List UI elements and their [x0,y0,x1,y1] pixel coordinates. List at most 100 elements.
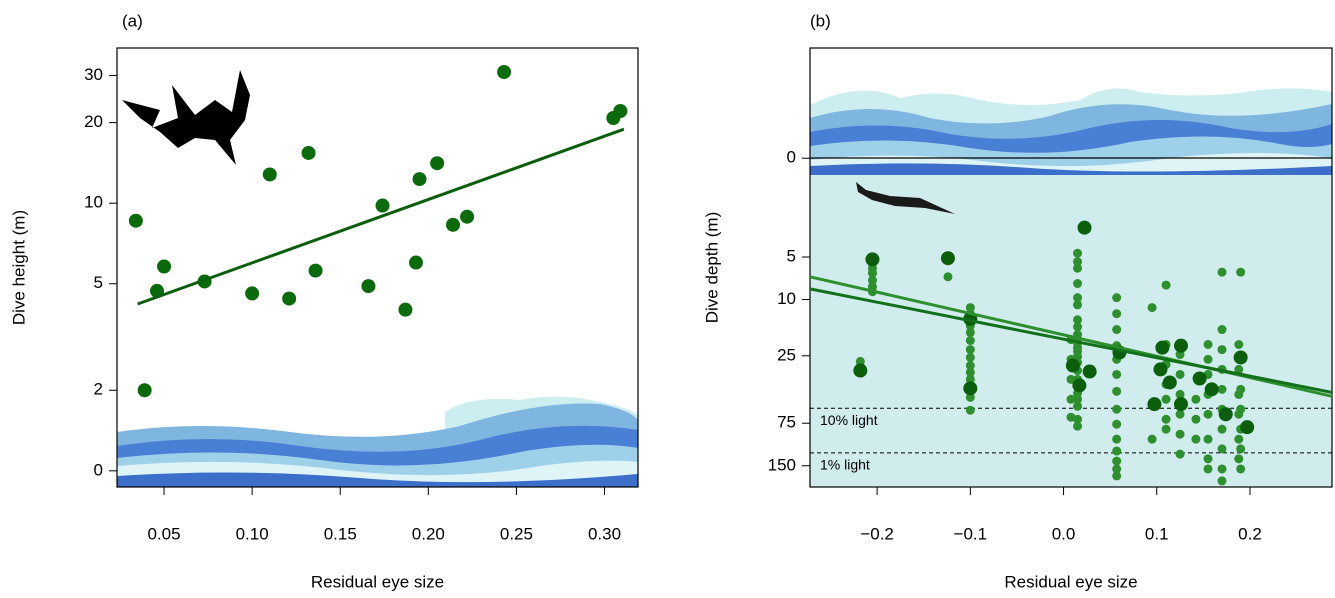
y-tick-label: 0 [94,460,103,479]
plot-frame [809,47,1333,488]
data-point [965,405,975,415]
x-tick-label: 0.05 [147,524,180,543]
data-point [1161,414,1171,424]
data-point [1112,309,1122,319]
data-point [1236,267,1246,277]
data-point [1234,364,1244,374]
data-point [1191,414,1201,424]
data-point [157,259,172,274]
data-point [1112,325,1122,335]
data-point [445,217,460,232]
data-point [1234,454,1244,464]
data-point [1066,394,1076,404]
data-point [1073,263,1083,273]
data-point [1112,456,1122,466]
data-point [1073,279,1083,289]
data-point [965,336,975,346]
data-point [1112,404,1122,414]
data-point [460,209,475,224]
data-point [1191,394,1201,404]
data-point [1161,394,1171,404]
y-tick-label: 5 [94,273,103,292]
data-point [867,275,877,285]
y-tick-label: 75 [777,413,796,432]
data-point [1155,340,1170,355]
data-point [1217,476,1227,486]
data-point [965,352,975,362]
data-point [943,272,953,282]
data-point [1217,345,1227,355]
data-point [1203,409,1213,419]
y-tick-label: 10 [777,289,796,308]
y-tick-label: 30 [84,65,103,84]
data-point [137,383,152,398]
data-point [1147,397,1162,412]
data-point [853,363,868,378]
y-tick-label: 20 [84,112,103,131]
data-point [1073,401,1083,411]
data-point [1162,375,1177,390]
data-point [1073,322,1083,332]
data-point [1204,382,1219,397]
data-point [1191,434,1201,444]
wave-decoration [117,396,638,487]
data-point [1112,386,1122,396]
data-point [1236,464,1246,474]
data-point [965,374,975,384]
data-point [430,156,445,171]
data-point [1203,464,1213,474]
data-point [1073,248,1083,258]
data-point [965,392,975,402]
data-point [1173,397,1188,412]
data-point [1217,384,1227,394]
data-point [128,213,143,228]
data-point [867,268,877,278]
data-point [963,381,978,396]
data-point [301,145,316,160]
data-point [1112,464,1122,474]
data-point [1217,325,1227,335]
data-point [1217,464,1227,474]
x-axis-title: Residual eye size [1004,572,1137,591]
data-point [1161,424,1171,434]
data-point [1147,303,1157,313]
data-point [1082,364,1097,379]
data-point [262,167,277,182]
data-point [1073,394,1083,404]
data-point [1173,338,1188,353]
light-level-label: 1% light [820,457,870,473]
data-point [1236,404,1246,414]
data-point [282,291,297,306]
y-tick-label: 5 [787,246,796,265]
data-point [1161,280,1171,290]
data-point [1240,420,1255,435]
data-point [1234,340,1244,350]
data-point [1073,257,1083,267]
data-point [1233,350,1248,365]
y-tick-label: 0 [787,148,796,167]
data-point [1066,412,1076,422]
x-tick-label: −0.1 [954,524,988,543]
data-point [375,198,390,213]
x-tick-label: 0.1 [1145,524,1169,543]
data-point [1112,446,1122,456]
data-point [940,251,955,266]
y-axis-title: Dive height (m) [9,210,28,325]
data-point [412,172,427,187]
data-point [1073,315,1083,325]
data-point [965,367,975,377]
data-point [1236,444,1246,454]
data-point [1065,358,1080,373]
data-point [965,345,975,355]
data-point [613,104,628,119]
x-tick-label: 0.0 [1052,524,1076,543]
bird-silhouette [856,182,955,214]
y-tick-label: 150 [768,455,796,474]
data-point [1175,369,1185,379]
data-point [1203,454,1213,464]
data-point [1072,378,1087,393]
data-point [1147,434,1157,444]
